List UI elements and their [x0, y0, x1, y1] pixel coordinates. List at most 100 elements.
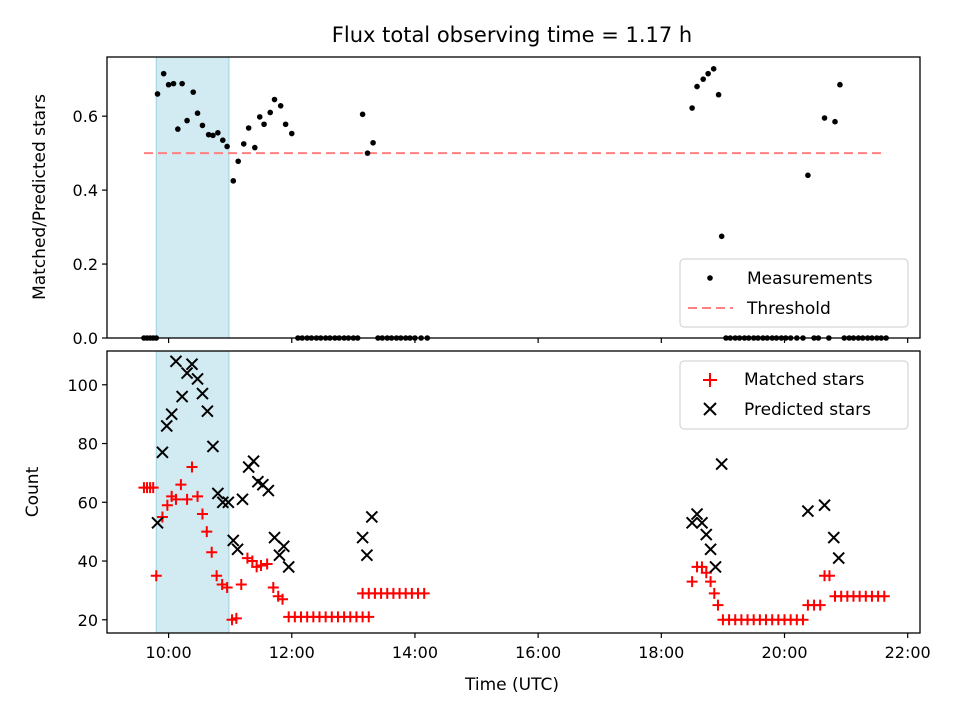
matched-stars-point	[700, 567, 712, 579]
matched-stars-point	[150, 570, 162, 582]
bottom-legend-box	[679, 360, 909, 430]
chart-title: Flux total observing time = 1.17 h	[332, 23, 692, 47]
matched-stars-point	[221, 581, 233, 593]
measurement-point	[245, 125, 252, 131]
matched-stars-point	[878, 590, 890, 602]
predicted-stars-point	[262, 484, 275, 497]
matched-stars-point	[147, 482, 159, 494]
matched-stars-point	[797, 614, 809, 626]
predicted-stars-point	[277, 540, 290, 553]
bottom-x-tick-label: 22:00	[885, 643, 931, 662]
predicted-stars-point	[206, 440, 220, 453]
matched-stars-point	[170, 493, 182, 505]
measurement-point	[179, 80, 185, 87]
measurement-point	[184, 117, 190, 124]
matched-stars-point	[235, 579, 247, 591]
bottom-x-tick-label: 16:00	[515, 643, 561, 662]
predicted-stars-point	[216, 496, 229, 509]
matched-stars-point	[211, 570, 223, 582]
predicted-stars-point	[165, 407, 178, 421]
predicted-stars-point	[365, 510, 379, 524]
matched-legend-label: Matched stars	[744, 370, 864, 390]
matched-stars-point	[186, 461, 198, 473]
measurement-point	[689, 105, 695, 111]
bottom-axis-ticks: 20 40 60 80 100 10:00 12:00 14:00 16:00 18:00 20:0…	[67, 376, 930, 662]
predicted-stars-point	[180, 366, 194, 380]
top-y-tick-label: 0.2	[73, 255, 98, 274]
predicted-stars-point	[196, 387, 209, 400]
matched-stars-point	[814, 599, 826, 611]
predicted-stars-point	[700, 528, 713, 541]
measurement-point	[271, 96, 278, 103]
measurement-point	[256, 114, 263, 120]
measurement-point	[715, 91, 722, 98]
matched-stars-point	[230, 612, 242, 624]
top-legend: Measurements Threshold	[679, 258, 909, 328]
predicted-stars-point	[231, 543, 244, 556]
predicted-stars-point	[801, 504, 815, 518]
matched-stars-point	[181, 493, 193, 505]
bottom-x-tick-label: 14:00	[392, 643, 438, 662]
predicted-stars-point	[360, 548, 374, 562]
bottom-y-tick-label: 80	[78, 435, 98, 454]
measurement-point	[837, 81, 843, 88]
measurement-point	[288, 130, 295, 137]
measurement-point	[261, 121, 267, 128]
predicted-stars-point	[709, 560, 722, 574]
measurement-point	[359, 111, 366, 118]
measurement-point	[821, 115, 828, 121]
matched-stars-point	[161, 499, 173, 511]
bottom-x-tick-label: 12:00	[269, 643, 315, 662]
measurement-point	[694, 83, 700, 90]
measurement-point	[160, 70, 167, 77]
predicted-stars-point	[685, 516, 699, 530]
measurement-point	[170, 80, 177, 87]
bottom-y-tick-label: 100	[67, 376, 98, 395]
top-legend-box	[679, 258, 909, 328]
top-y-tick-label: 0.6	[73, 107, 98, 126]
matched-stars-point	[246, 555, 258, 567]
measurement-point	[370, 139, 376, 146]
bottom-panel: 20 40 60 80 100 10:00 12:00 14:00 16:00 18:00 20:0…	[23, 350, 931, 695]
measurement-point	[175, 126, 181, 132]
matched-stars-point	[712, 599, 724, 611]
matched-stars-point	[267, 581, 279, 593]
predicted-stars-point	[695, 516, 709, 530]
matched-stars-point	[823, 570, 835, 582]
measurement-point	[219, 137, 226, 143]
predicted-stars-point	[827, 531, 840, 544]
bottom-x-tick-label: 18:00	[638, 643, 684, 662]
measurement-point	[210, 132, 216, 139]
predicted-stars-point	[715, 457, 728, 471]
bottom-y-tick-label: 60	[78, 493, 98, 512]
measurement-point	[282, 121, 289, 128]
predicted-stars-point	[236, 493, 249, 506]
predicted-stars-point	[704, 543, 717, 556]
top-y-tick-label: 0.4	[73, 181, 98, 200]
measurement-point	[230, 178, 237, 184]
bottom-x-tick-label: 20:00	[761, 643, 807, 662]
predicted-legend-label: Predicted stars	[744, 400, 871, 420]
bottom-x-tick-label: 10:00	[146, 643, 192, 662]
matched-stars-point	[206, 546, 218, 558]
matched-stars-point	[255, 559, 267, 571]
threshold-legend-label: Threshold	[746, 299, 831, 319]
measurement-point	[252, 144, 258, 151]
matched-stars-point	[277, 593, 289, 605]
predicted-stars-point	[191, 372, 204, 386]
measurement-point	[718, 233, 725, 240]
predicted-stars-point	[201, 405, 214, 418]
measurement-point	[215, 129, 221, 136]
measurements-legend-marker	[707, 275, 713, 281]
measurement-point	[190, 89, 197, 95]
matched-stars-point	[261, 558, 273, 570]
measurement-point	[240, 141, 247, 147]
measurement-point	[194, 110, 201, 116]
measurement-point	[364, 150, 371, 156]
bottom-y-axis-label: Count	[23, 466, 43, 517]
top-axes-frame	[106, 56, 921, 339]
measurement-point	[700, 76, 706, 82]
predicted-stars-point	[690, 507, 704, 521]
x-axis-label: Time (UTC)	[464, 675, 559, 695]
